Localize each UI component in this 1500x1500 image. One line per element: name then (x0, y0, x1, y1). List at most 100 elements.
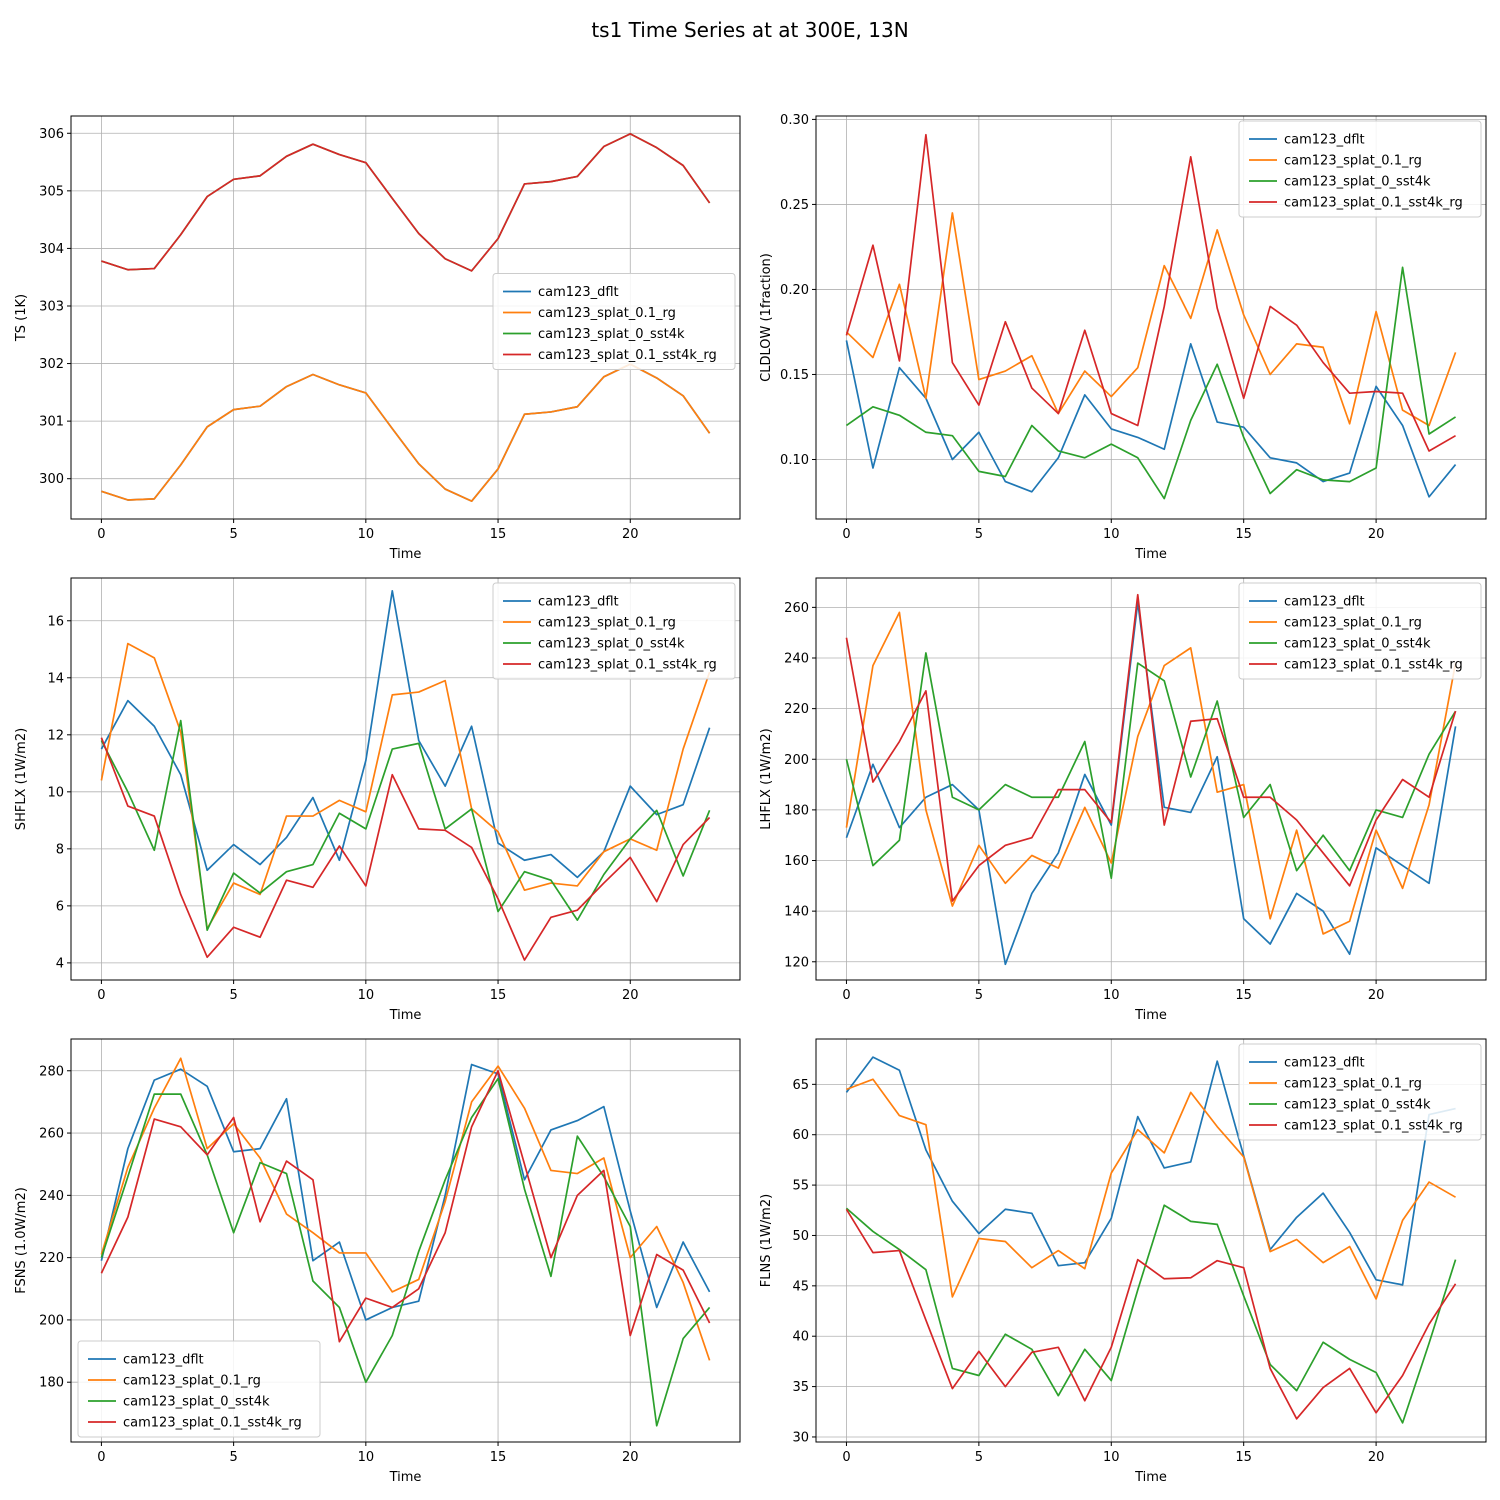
y-axis-label: LHFLX (1W/m2) (759, 728, 774, 829)
y-tick-label: 305 (39, 184, 64, 199)
y-tick-label: 0.25 (780, 198, 809, 213)
series-line-cam123_splat_0.1_rg (846, 1078, 1456, 1300)
series-line-cam123_splat_0.1_sst4k_rg (845, 133, 1456, 452)
legend-label: cam123_splat_0_sst4k (538, 327, 685, 342)
x-tick-label: 15 (1235, 1450, 1252, 1465)
series-line-cam123_dflt (845, 340, 1457, 498)
series-lines (845, 1056, 1457, 1424)
subplot-5: 0 5 10 15 20 180 200 220 240 260 280 Time FSNS (1.0W… (14, 1038, 741, 1485)
series-line-cam123_dflt (100, 1063, 711, 1321)
x-axis-label: Time (1134, 1470, 1167, 1485)
y-tick-label: 0.30 (780, 113, 809, 128)
y-axis-label: CLDLOW (1fraction) (759, 253, 774, 382)
y-tick-label: 0.20 (780, 283, 809, 298)
series-lines (100, 589, 711, 961)
x-tick-label: 15 (1235, 988, 1252, 1003)
y-tick-label: 200 (39, 1313, 64, 1328)
y-axis-label: FLNS (1W/m2) (759, 1194, 774, 1287)
x-tick-label: 20 (622, 1450, 639, 1465)
series-lines (101, 133, 711, 502)
subplot-1: 0 5 10 15 20 300 301 302 303 304 305 306 Time TS (1K)… (14, 115, 741, 562)
x-tick-label: 15 (1235, 527, 1252, 542)
legend-label: cam123_splat_0.1_sst4k_rg (1284, 1119, 1463, 1134)
series-line-cam123_dflt (100, 589, 711, 879)
legend-box (1238, 1043, 1482, 1141)
y-axis-label: FSNS (1.0W/m2) (14, 1187, 29, 1294)
legend-label: cam123_dflt (123, 1353, 204, 1368)
y-tick-label: 60 (792, 1128, 809, 1143)
series-line-cam123_splat_0.1_rg (845, 212, 1457, 427)
y-tick-label: 55 (792, 1179, 809, 1194)
y-tick-label: 180 (784, 803, 809, 818)
y-tick-label: 0.10 (780, 453, 809, 468)
x-tick-label: 20 (1368, 1450, 1385, 1465)
legend-box (492, 273, 736, 370)
legend-label: cam123_splat_0.1_sst4k_rg (538, 658, 717, 673)
y-tick-label: 4 (56, 956, 64, 971)
legend-label: cam123_splat_0_sst4k (1284, 637, 1431, 652)
y-tick-label: 160 (784, 854, 809, 869)
x-axis-label: Time (389, 1008, 422, 1023)
axes-frame (70, 115, 741, 520)
subplot-3: 0 5 10 15 20 4 6 8 10 12 14 16 Time SHFLX (1W/m2) cam1… (14, 577, 741, 1023)
y-tick-label: 16 (47, 614, 64, 629)
y-tick-label: 0.15 (780, 368, 809, 383)
axes-frame (70, 577, 741, 981)
subplot-2: 0 5 10 15 20 0.10 0.15 0.20 0.25 0.30 Time CLDLOW (… (759, 113, 1487, 562)
x-tick-label: 20 (622, 988, 639, 1003)
legend-label: cam123_dflt (538, 285, 619, 300)
series-line-cam123_splat_0_sst4k (845, 652, 1457, 880)
legend: cam123_dflt cam123_splat_0.1_rg cam123_spl… (1238, 120, 1482, 218)
legend-label: cam123_splat_0_sst4k (538, 637, 685, 652)
y-tick-label: 65 (792, 1078, 809, 1093)
x-tick-label: 5 (975, 527, 983, 542)
legend-label: cam123_dflt (538, 595, 619, 610)
x-tick-label: 10 (1103, 988, 1120, 1003)
legend: cam123_dflt cam123_splat_0.1_rg cam123_spl… (492, 582, 736, 680)
legend: cam123_dflt cam123_splat_0.1_rg cam123_spl… (1238, 582, 1482, 680)
series-line-cam123_splat_0_sst4k (100, 719, 711, 931)
y-tick-label: 50 (792, 1229, 809, 1244)
y-tick-label: 40 (792, 1330, 809, 1345)
legend-label: cam123_splat_0.1_sst4k_rg (123, 1416, 302, 1431)
x-tick-label: 0 (842, 1450, 850, 1465)
legend-label: cam123_splat_0.1_rg (538, 616, 676, 631)
legend-label: cam123_splat_0.1_sst4k_rg (1284, 196, 1463, 211)
series-line-cam123_splat_0_sst4k (845, 1204, 1457, 1424)
x-axis-label: Time (389, 1470, 422, 1485)
series-lines (100, 1057, 711, 1427)
x-tick-label: 0 (97, 1450, 105, 1465)
legend-label: cam123_splat_0_sst4k (1284, 1098, 1431, 1113)
series-line-cam123_splat_0.1_sst4k_rg (100, 737, 711, 961)
x-tick-label: 15 (490, 527, 507, 542)
y-axis-label: TS (1K) (14, 294, 29, 342)
y-tick-label: 240 (784, 651, 809, 666)
y-tick-label: 6 (56, 899, 64, 914)
y-tick-label: 303 (39, 299, 64, 314)
x-tick-label: 20 (622, 527, 639, 542)
series-line-cam123_splat_0.1_rg (845, 611, 1457, 935)
y-tick-label: 12 (47, 728, 64, 743)
x-tick-label: 10 (1103, 527, 1120, 542)
legend-label: cam123_splat_0_sst4k (123, 1395, 270, 1410)
x-tick-label: 10 (358, 988, 375, 1003)
x-axis-label: Time (1134, 1008, 1167, 1023)
x-tick-label: 5 (975, 988, 983, 1003)
series-line-cam123_splat_0_sst4k (100, 1077, 711, 1427)
y-axis-label: SHFLX (1W/m2) (14, 728, 29, 830)
y-tick-label: 10 (47, 785, 64, 800)
y-tick-label: 280 (39, 1064, 64, 1079)
series-line-cam123_splat_0.1_sst4k_rg (845, 1208, 1457, 1420)
y-tick-label: 45 (792, 1279, 809, 1294)
legend-label: cam123_splat_0_sst4k (1284, 175, 1431, 190)
figure-title: ts1 Time Series at at 300E, 13N (591, 18, 908, 42)
legend-label: cam123_splat_0.1_sst4k_rg (538, 348, 717, 363)
x-tick-label: 0 (97, 988, 105, 1003)
y-tick-label: 14 (47, 671, 64, 686)
legend: cam123_dflt cam123_splat_0.1_rg cam123_spl… (1238, 1043, 1482, 1141)
y-tick-label: 240 (39, 1189, 64, 1204)
legend-label: cam123_splat_0.1_rg (538, 306, 676, 321)
